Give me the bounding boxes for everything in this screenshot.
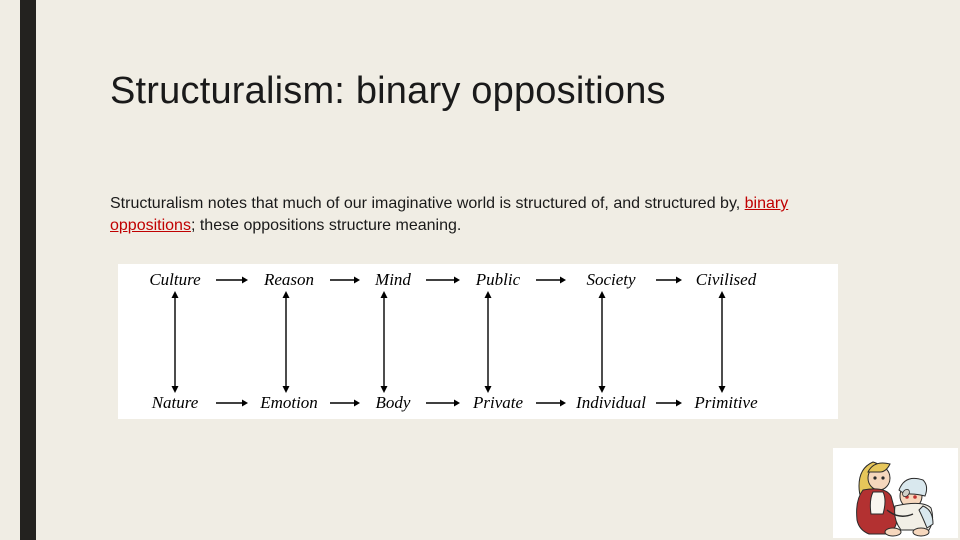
anime-characters-icon bbox=[833, 448, 958, 538]
h-arrow-icon bbox=[654, 398, 684, 408]
diagram-vertical-arrows bbox=[118, 290, 838, 394]
body-text-post: these oppositions structure meaning. bbox=[195, 217, 461, 234]
top-term-3: Public bbox=[462, 270, 534, 290]
slide-title: Structuralism: binary oppositions bbox=[110, 70, 890, 113]
h-arrow-icon bbox=[328, 398, 362, 408]
h-arrow-icon bbox=[534, 398, 568, 408]
h-arrow-icon bbox=[534, 275, 568, 285]
slide-content: Structuralism: binary oppositions Struct… bbox=[110, 70, 890, 419]
bottom-term-2: Body bbox=[362, 393, 424, 413]
bottom-term-4: Individual bbox=[568, 393, 654, 413]
top-term-0: Culture bbox=[136, 270, 214, 290]
top-term-2: Mind bbox=[362, 270, 424, 290]
v-arrow-icon bbox=[377, 290, 391, 394]
h-arrow-icon bbox=[214, 275, 250, 285]
v-arrow-icon bbox=[481, 290, 495, 394]
v-arrow-icon bbox=[279, 290, 293, 394]
bottom-term-5: Primitive bbox=[684, 393, 768, 413]
bottom-term-1: Emotion bbox=[250, 393, 328, 413]
v-arrow-icon bbox=[595, 290, 609, 394]
top-term-5: Civilised bbox=[684, 270, 768, 290]
accent-bar bbox=[20, 0, 36, 540]
corner-illustration bbox=[833, 448, 958, 538]
diagram-bottom-row: Nature Emotion Body Private Individual P… bbox=[118, 393, 838, 413]
top-term-1: Reason bbox=[250, 270, 328, 290]
oppositions-diagram: Culture Reason Mind Public Society Civil… bbox=[118, 264, 838, 419]
body-text-pre: Structuralism notes that much of our ima… bbox=[110, 195, 745, 212]
h-arrow-icon bbox=[424, 398, 462, 408]
h-arrow-icon bbox=[328, 275, 362, 285]
v-arrow-icon bbox=[715, 290, 729, 394]
h-arrow-icon bbox=[654, 275, 684, 285]
v-arrow-icon bbox=[168, 290, 182, 394]
h-arrow-icon bbox=[214, 398, 250, 408]
bottom-term-0: Nature bbox=[136, 393, 214, 413]
bottom-term-3: Private bbox=[462, 393, 534, 413]
h-arrow-icon bbox=[424, 275, 462, 285]
slide-body: Structuralism notes that much of our ima… bbox=[110, 193, 790, 236]
diagram-top-row: Culture Reason Mind Public Society Civil… bbox=[118, 270, 838, 290]
top-term-4: Society bbox=[568, 270, 654, 290]
